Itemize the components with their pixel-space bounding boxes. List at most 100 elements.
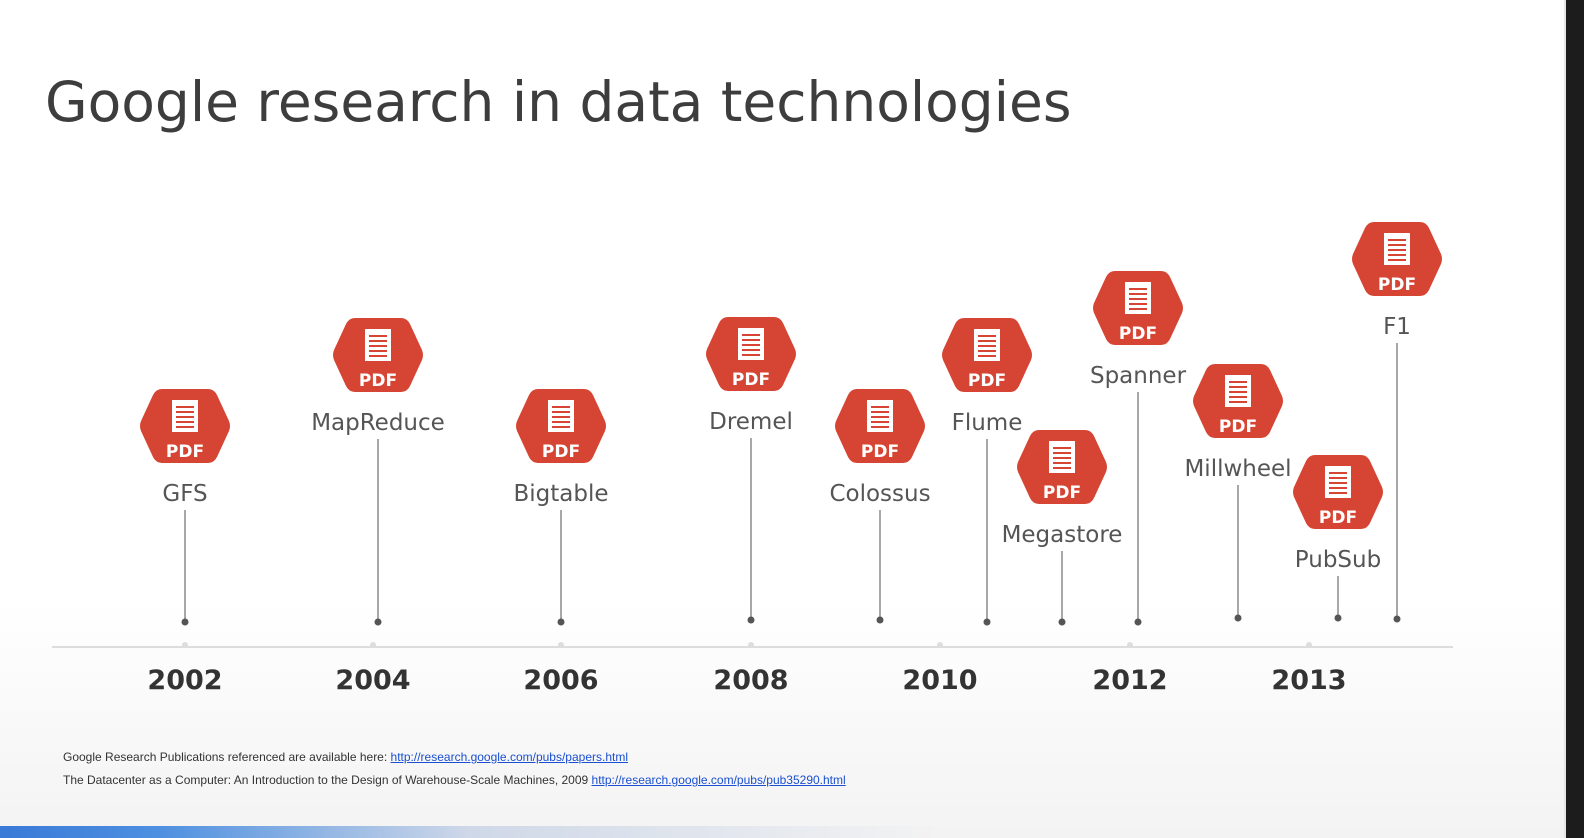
- paper-bigtable: PDF Bigtable: [513, 389, 609, 626]
- year-label-2006: 2006: [523, 665, 598, 696]
- paper-flume: PDF Flume: [942, 318, 1032, 626]
- document-line: [1129, 293, 1147, 295]
- paper-label-colossus: Colossus: [829, 481, 930, 507]
- paper-spanner: PDF Spanner: [1090, 271, 1187, 626]
- footnote-datacenter-link[interactable]: http://research.google.com/pubs/pub35290…: [591, 773, 846, 787]
- pdf-icon[interactable]: PDF: [516, 389, 606, 463]
- stem-dot: [557, 618, 565, 626]
- document-line: [1329, 472, 1347, 474]
- footnote-publications-link[interactable]: http://research.google.com/pubs/papers.h…: [390, 750, 628, 764]
- document-line: [369, 355, 387, 357]
- pdf-text: PDF: [861, 442, 899, 462]
- document-line: [1129, 308, 1147, 310]
- document-line: [1229, 381, 1247, 383]
- paper-label-pubsub: PubSub: [1295, 547, 1381, 573]
- footnote-publications-text: Google Research Publications referenced …: [63, 750, 391, 764]
- document-line: [978, 340, 996, 342]
- paper-millwheel: PDF Millwheel: [1184, 364, 1292, 622]
- pdf-icon[interactable]: PDF: [333, 318, 423, 392]
- document-line: [978, 355, 996, 357]
- paper-mapreduce: PDF MapReduce: [311, 318, 445, 626]
- year-label-2008: 2008: [713, 665, 788, 696]
- document-line: [176, 416, 194, 418]
- document-line: [1053, 447, 1071, 449]
- stem-dot: [1334, 614, 1342, 622]
- footnote-datacenter-text: The Datacenter as a Computer: An Introdu…: [63, 773, 592, 787]
- year-tick-2008: [748, 642, 754, 648]
- year-tick-2006: [558, 642, 564, 648]
- document-line: [1053, 452, 1071, 454]
- document-line: [1229, 401, 1247, 403]
- year-ticks: [182, 642, 1312, 648]
- pdf-icon[interactable]: PDF: [706, 317, 796, 391]
- document-line: [871, 416, 889, 418]
- document-line: [369, 335, 387, 337]
- document-line: [1053, 462, 1071, 464]
- stem-dot: [374, 618, 382, 626]
- pdf-text: PDF: [968, 371, 1006, 391]
- document-line: [1329, 482, 1347, 484]
- pdf-icon[interactable]: PDF: [1352, 222, 1442, 296]
- pdf-icon[interactable]: PDF: [942, 318, 1032, 392]
- pdf-text: PDF: [1219, 417, 1257, 437]
- document-line: [871, 411, 889, 413]
- document-line: [552, 421, 570, 423]
- document-line: [1388, 239, 1406, 241]
- document-line: [1129, 298, 1147, 300]
- year-label-2013: 2013: [1271, 665, 1346, 696]
- stem-dot: [983, 618, 991, 626]
- document-line: [1329, 477, 1347, 479]
- document-line: [176, 406, 194, 408]
- document-line: [1388, 244, 1406, 246]
- year-tick-2002: [182, 642, 188, 648]
- document-line: [552, 426, 570, 428]
- pdf-icon[interactable]: PDF: [140, 389, 230, 463]
- pdf-text: PDF: [1119, 324, 1157, 344]
- pdf-icon[interactable]: PDF: [835, 389, 925, 463]
- paper-pubsub: PDF PubSub: [1293, 455, 1383, 622]
- stem-dot: [181, 618, 189, 626]
- year-label-2010: 2010: [902, 665, 977, 696]
- paper-markers: PDFGFSPDFMapReducePDFBigtablePDFDremelPD…: [140, 222, 1442, 626]
- document-line: [871, 426, 889, 428]
- document-line: [1053, 467, 1071, 469]
- document-line: [1329, 487, 1347, 489]
- stem-dot: [747, 616, 755, 624]
- document-line: [742, 349, 760, 351]
- document-line: [742, 354, 760, 356]
- document-line: [978, 345, 996, 347]
- stem-dot: [1234, 614, 1242, 622]
- paper-label-bigtable: Bigtable: [513, 481, 608, 507]
- document-line: [176, 426, 194, 428]
- stem-dot: [876, 616, 884, 624]
- stem-dot: [1058, 618, 1066, 626]
- pdf-text: PDF: [1319, 508, 1357, 528]
- pdf-icon[interactable]: PDF: [1017, 430, 1107, 504]
- pdf-text: PDF: [1043, 483, 1081, 503]
- paper-label-millwheel: Millwheel: [1184, 456, 1291, 482]
- paper-label-spanner: Spanner: [1090, 363, 1187, 389]
- document-line: [1229, 391, 1247, 393]
- document-line: [742, 334, 760, 336]
- pdf-icon[interactable]: PDF: [1293, 455, 1383, 529]
- slide-edge-separator: [1564, 0, 1566, 838]
- document-line: [552, 411, 570, 413]
- year-label-2012: 2012: [1092, 665, 1167, 696]
- document-line: [1388, 259, 1406, 261]
- document-line: [1229, 386, 1247, 388]
- document-line: [1129, 303, 1147, 305]
- paper-f1: PDF F1: [1352, 222, 1442, 623]
- document-line: [176, 411, 194, 413]
- document-line: [871, 421, 889, 423]
- pdf-icon[interactable]: PDF: [1093, 271, 1183, 345]
- pdf-icon[interactable]: PDF: [1193, 364, 1283, 438]
- year-tick-2012: [1127, 642, 1133, 648]
- pdf-text: PDF: [542, 442, 580, 462]
- stem-dot: [1393, 615, 1401, 623]
- document-line: [552, 416, 570, 418]
- document-line: [1229, 396, 1247, 398]
- document-line: [871, 406, 889, 408]
- pdf-text: PDF: [732, 370, 770, 390]
- footnote-datacenter-book: The Datacenter as a Computer: An Introdu…: [63, 773, 846, 787]
